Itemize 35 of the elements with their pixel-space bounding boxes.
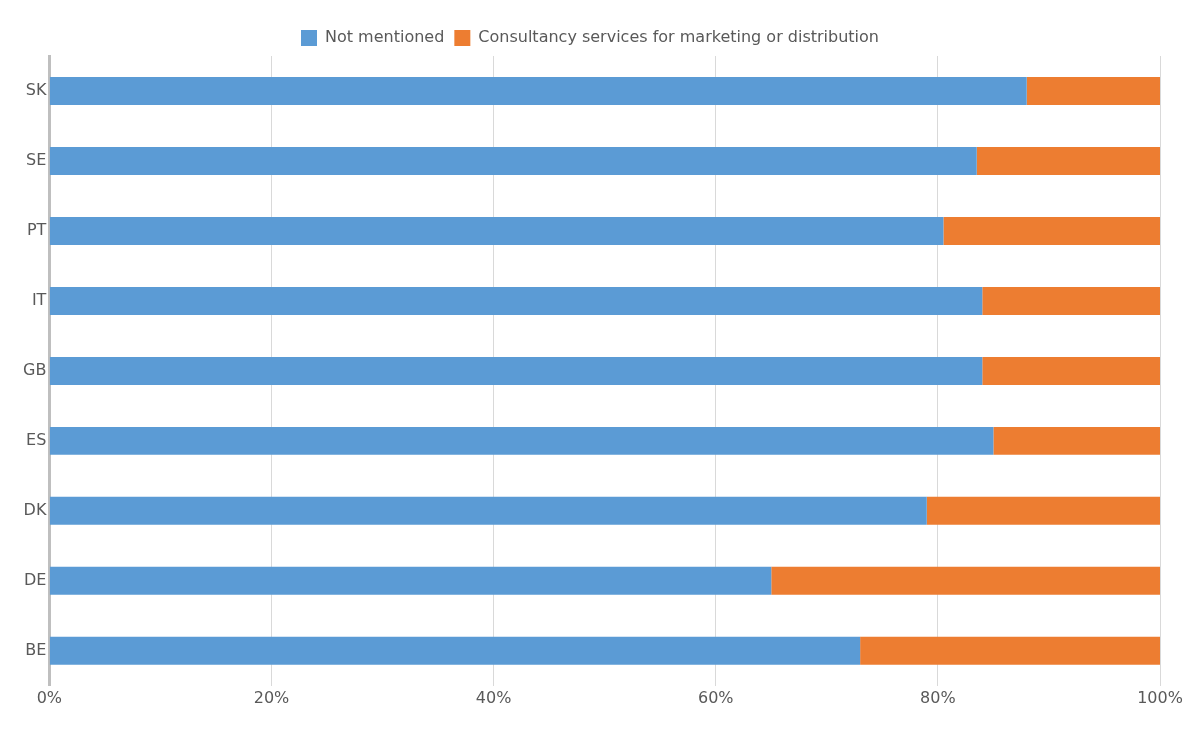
bar: [49, 426, 994, 455]
legend-label: Consultancy services for marketing or distribution: [478, 27, 879, 47]
legend-label: Not mentioned: [325, 27, 445, 47]
x-tick-label: 80%: [920, 687, 956, 707]
bar: [982, 356, 1160, 385]
y-tick-label: IT: [31, 290, 47, 310]
bar: [49, 146, 977, 175]
y-tick-label: PT: [26, 220, 47, 240]
bar: [49, 216, 944, 245]
y-tick-label: SE: [26, 150, 47, 170]
x-tick-label: 100%: [1137, 687, 1183, 707]
y-tick-label: DE: [23, 569, 47, 589]
y-tick-label: ES: [26, 430, 47, 450]
x-tick-label: 40%: [475, 687, 512, 707]
bar: [49, 286, 983, 315]
bar: [993, 426, 1160, 455]
bar: [976, 146, 1160, 175]
bar: [943, 216, 1160, 245]
bar: [49, 496, 927, 525]
bar: [49, 356, 983, 385]
y-tick-label: GB: [23, 360, 47, 380]
y-tick-label: DK: [23, 500, 47, 520]
bar: [860, 636, 1160, 665]
x-tick-label: 20%: [253, 687, 290, 707]
x-tick-label: 0%: [36, 687, 63, 707]
bar: [49, 566, 772, 595]
bar: [771, 566, 1160, 595]
bar: [49, 636, 861, 665]
bar: [982, 286, 1160, 315]
y-tick-label: BE: [25, 639, 47, 659]
bar: [926, 496, 1160, 525]
x-tick-label: 60%: [697, 687, 734, 707]
y-tick-label: SK: [25, 80, 47, 100]
bar: [1026, 76, 1160, 105]
bar: [49, 76, 1027, 105]
